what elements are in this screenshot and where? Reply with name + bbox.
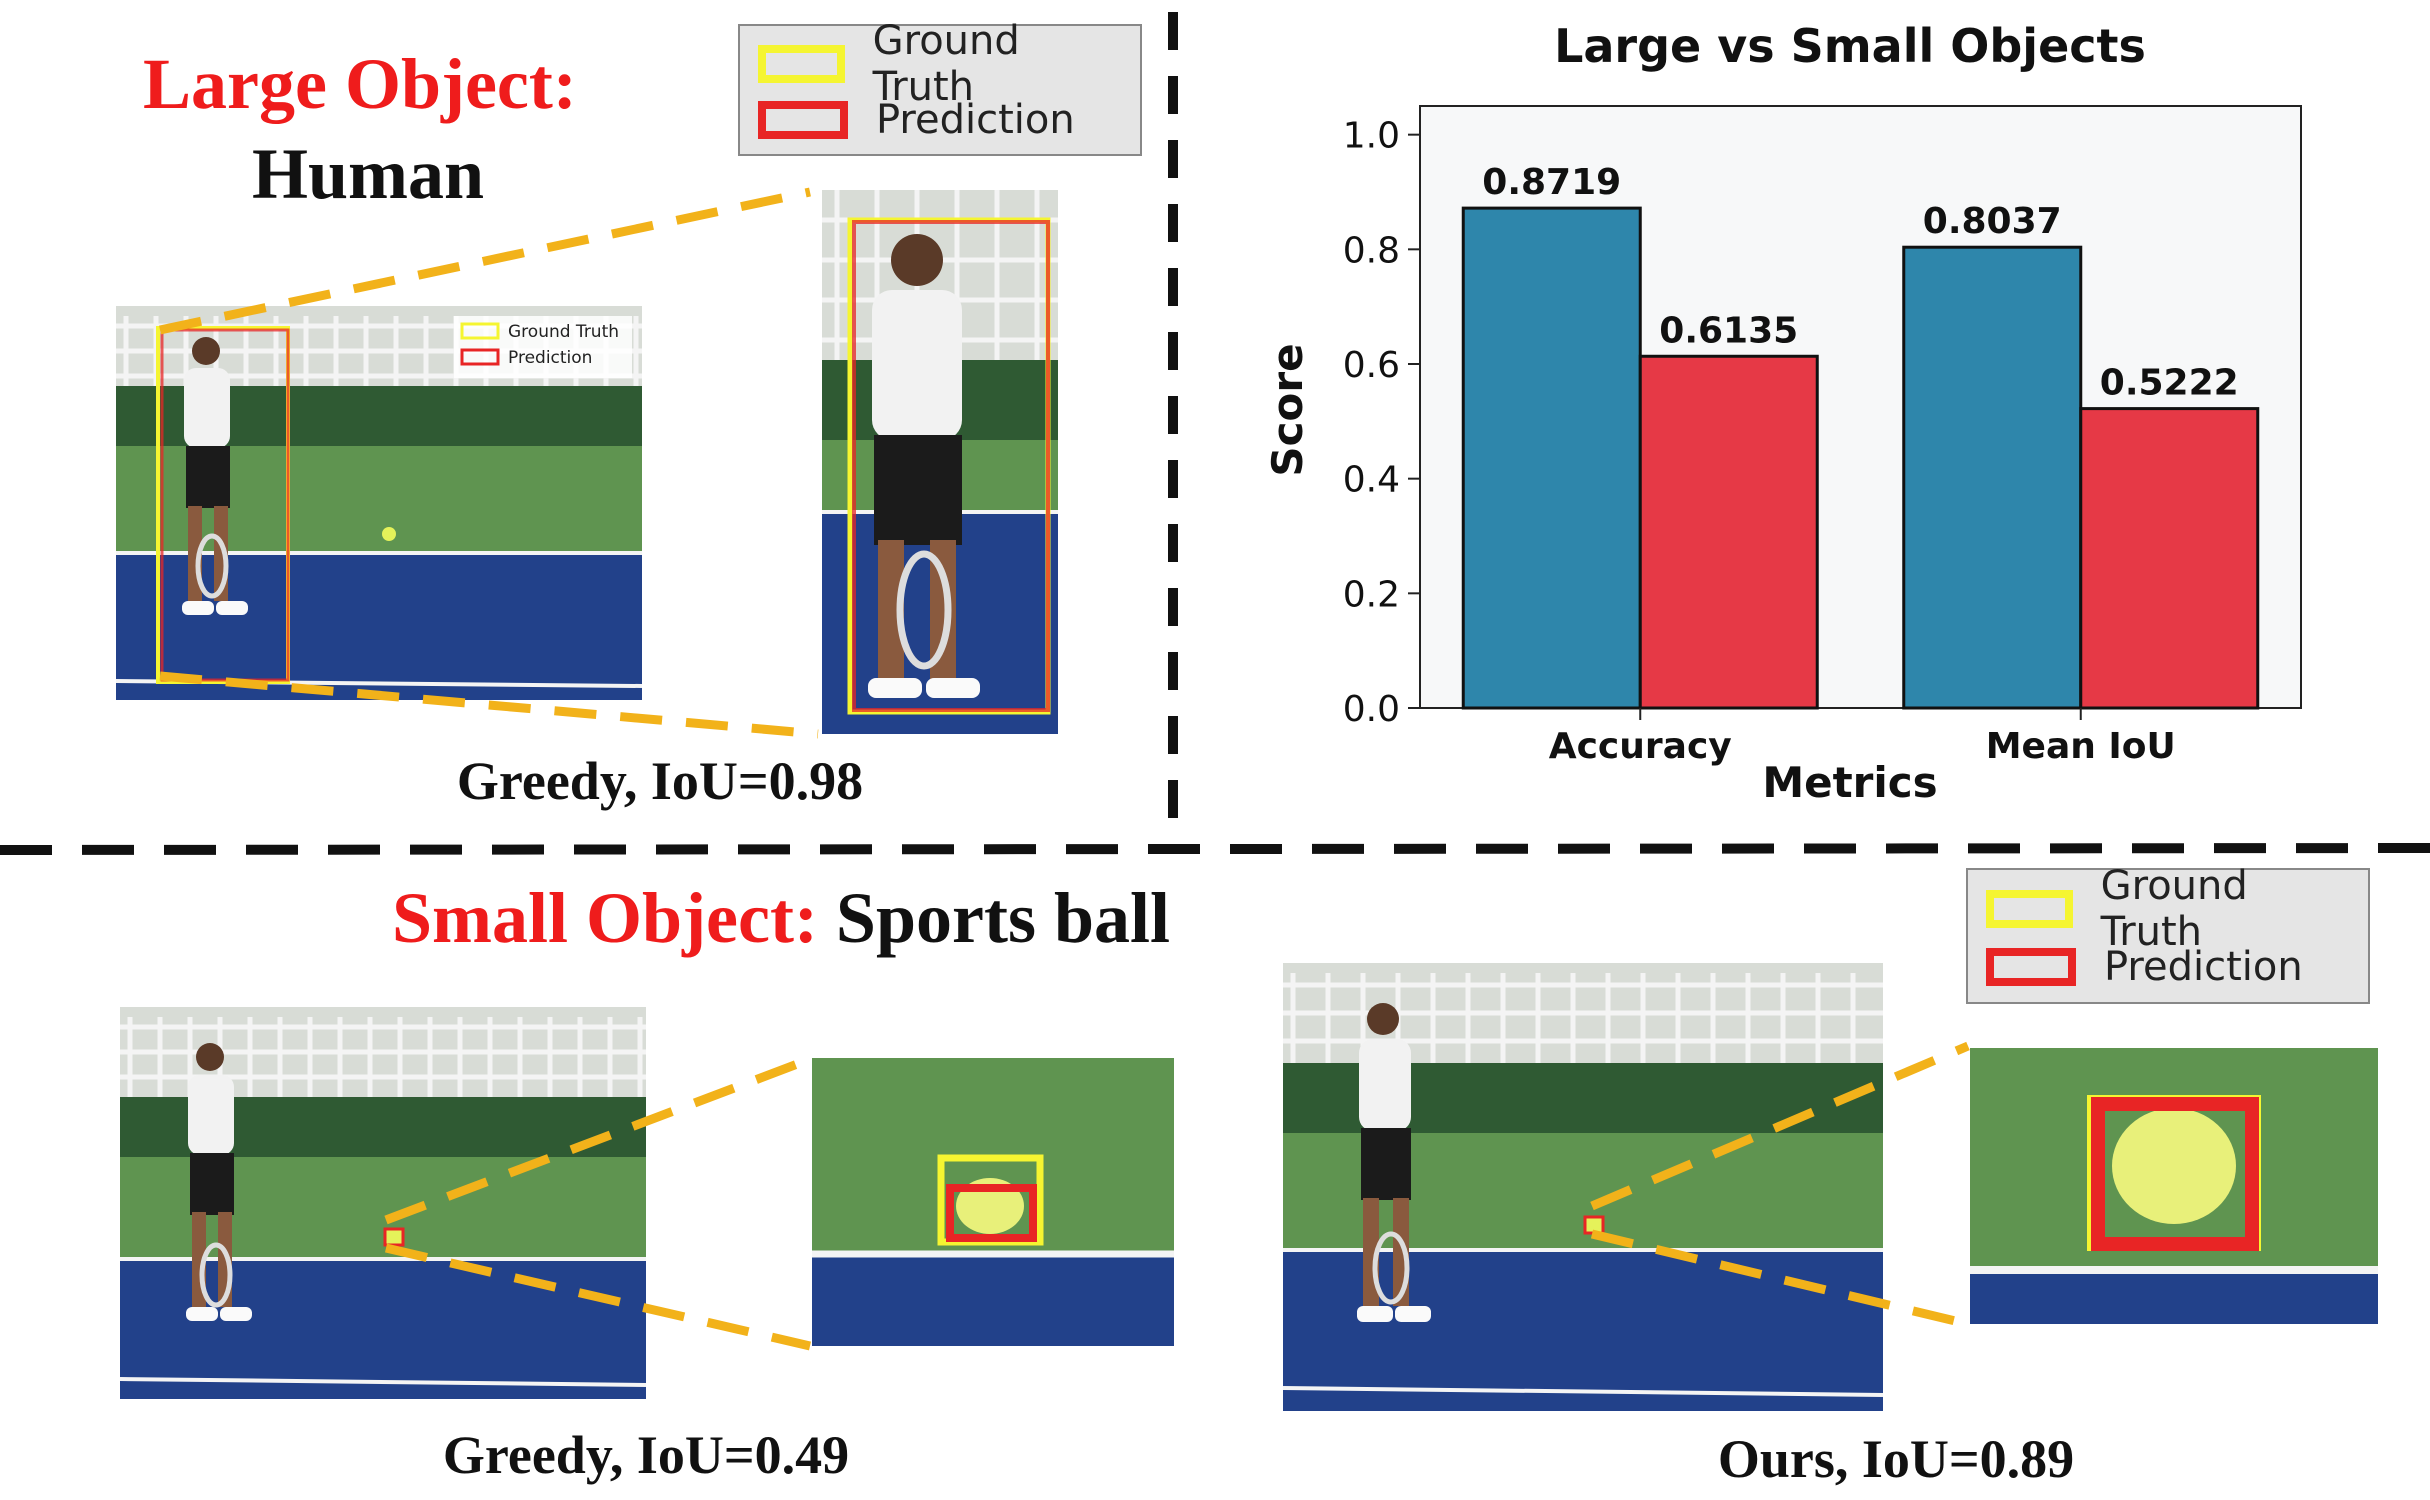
x-axis-ticks: Accuracy Mean IoU bbox=[1549, 708, 2176, 767]
legend-ground-truth-label: Ground Truth bbox=[872, 18, 1020, 110]
legend-bottom-prediction-label: Prediction bbox=[2104, 944, 2303, 990]
zoom-prediction-box bbox=[852, 220, 1050, 712]
tennis-scene-large: Ground Truth Prediction bbox=[116, 306, 642, 700]
y-tick-label: 1.0 bbox=[1343, 116, 1400, 157]
small-object-title: Small Object: Sports ball bbox=[392, 882, 1170, 954]
bar-chart: Large vs Small Objects 0.0 0.2 0.4 0.6 0.8 1.… bbox=[1263, 19, 2302, 807]
bar-value-label: 0.6135 bbox=[1659, 310, 1798, 351]
y-tick-label: 0.0 bbox=[1343, 689, 1400, 730]
prediction-swatch bbox=[758, 101, 848, 139]
caption-small-ours: Ours, IoU=0.89 bbox=[1717, 1429, 2075, 1489]
bar-value-label: 0.8719 bbox=[1482, 162, 1621, 203]
ground-truth-swatch-bottom bbox=[1986, 890, 2073, 928]
x-tick-label: Accuracy bbox=[1549, 726, 1732, 767]
x-axis-label: Metrics bbox=[1762, 758, 1937, 807]
zoomed-player-crop bbox=[822, 190, 1058, 734]
x-tick-label: Mean IoU bbox=[1986, 726, 2176, 767]
y-tick-label: 0.2 bbox=[1343, 574, 1400, 615]
small-object-name: Sports ball bbox=[835, 878, 1171, 958]
player-figure bbox=[182, 337, 248, 615]
large-object-label: Large Object: bbox=[143, 44, 577, 124]
caption-small-greedy: Greedy, IoU=0.49 bbox=[442, 1425, 850, 1485]
mini-legend-gt: Ground Truth bbox=[508, 322, 619, 342]
bar-value-label: 0.8037 bbox=[1923, 201, 2062, 242]
bars: 0.8719 0.6135 0.8037 0.5222 bbox=[1461, 162, 2260, 710]
mini-legend-pred: Prediction bbox=[508, 348, 592, 368]
zoomed-ball-ours bbox=[1970, 1048, 2378, 1324]
legend-prediction-label: Prediction bbox=[876, 97, 1075, 143]
prediction-box bbox=[160, 328, 290, 682]
bar-0-1 bbox=[1638, 354, 1819, 710]
bar-0-0 bbox=[1461, 206, 1642, 710]
tennis-scene-small-ours bbox=[1283, 963, 1883, 1411]
bar-value-label: 0.5222 bbox=[2100, 363, 2239, 404]
y-axis-ticks: 0.0 0.2 0.4 0.6 0.8 1.0 bbox=[1343, 116, 1420, 730]
greedy-prediction-box bbox=[946, 1184, 1037, 1242]
tennis-ball bbox=[382, 527, 396, 541]
tennis-scene-small-greedy bbox=[120, 1007, 646, 1399]
chart-title: Large vs Small Objects bbox=[1554, 19, 2146, 73]
bar-1-1 bbox=[2079, 407, 2260, 710]
small-object-label: Small Object: bbox=[392, 878, 818, 958]
caption-large-greedy: Greedy, IoU=0.98 bbox=[456, 751, 864, 811]
prediction-swatch-bottom bbox=[1986, 948, 2076, 986]
bar-1-0 bbox=[1902, 245, 2083, 710]
legend-bottom: Ground Truth Prediction bbox=[1966, 863, 2370, 1004]
ours-prediction-box bbox=[2091, 1097, 2259, 1251]
legend-top: Ground Truth Prediction bbox=[738, 18, 1142, 156]
legend-bottom-ground-truth-label: Ground Truth bbox=[2100, 863, 2248, 955]
large-object-name: Human bbox=[252, 134, 485, 214]
zoomed-ball-greedy bbox=[812, 1058, 1174, 1346]
y-axis-label: Score bbox=[1263, 343, 1312, 476]
ball-box-small bbox=[383, 1227, 405, 1247]
y-tick-label: 0.4 bbox=[1343, 460, 1400, 501]
ground-truth-swatch bbox=[758, 45, 845, 83]
y-tick-label: 0.6 bbox=[1343, 345, 1400, 386]
y-tick-label: 0.8 bbox=[1343, 230, 1400, 271]
